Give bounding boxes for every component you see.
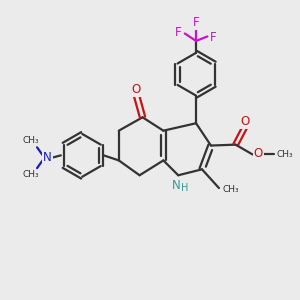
Text: O: O: [241, 115, 250, 128]
Text: CH₃: CH₃: [23, 136, 39, 145]
Text: F: F: [210, 31, 217, 44]
Text: H: H: [182, 183, 189, 193]
Text: O: O: [131, 83, 141, 97]
Text: F: F: [193, 16, 200, 29]
Text: CH₃: CH₃: [23, 170, 39, 179]
Text: CH₃: CH₃: [277, 150, 293, 159]
Text: O: O: [254, 147, 263, 161]
Text: CH₃: CH₃: [223, 185, 239, 194]
Text: N: N: [43, 151, 52, 164]
Text: F: F: [175, 26, 181, 38]
Text: N: N: [172, 178, 181, 192]
